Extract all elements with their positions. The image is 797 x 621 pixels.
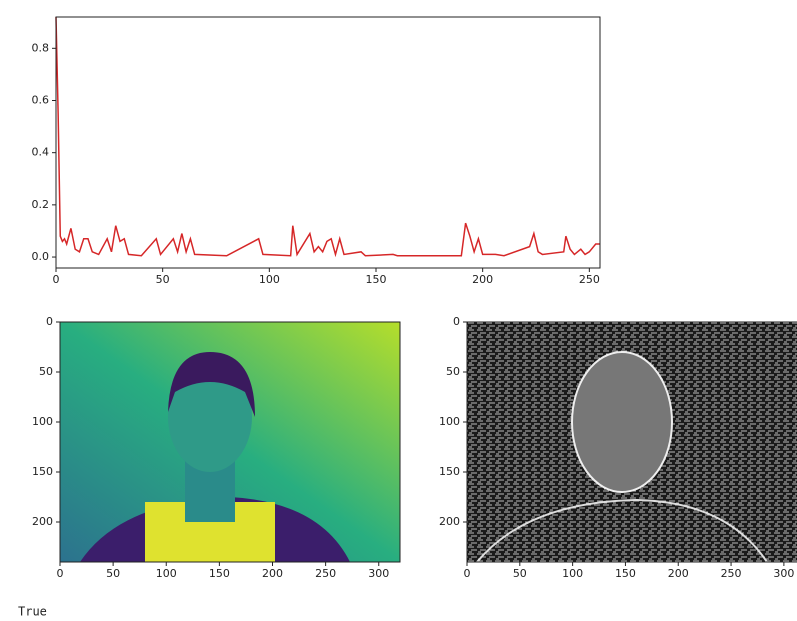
- y-tick-label: 50: [446, 365, 460, 378]
- x-tick-label: 50: [156, 273, 170, 286]
- x-tick-label: 100: [156, 567, 177, 580]
- y-tick-label: 50: [39, 365, 53, 378]
- x-tick-label: 200: [472, 273, 493, 286]
- y-tick-label: 200: [32, 515, 53, 528]
- y-tick-label: 0: [453, 315, 460, 328]
- y-tick-label: 0.8: [32, 41, 50, 54]
- x-tick-label: 0: [53, 273, 60, 286]
- data-line: [56, 17, 600, 256]
- y-tick-label: 0.6: [32, 93, 50, 106]
- x-tick-label: 0: [464, 567, 471, 580]
- x-tick-label: 150: [615, 567, 636, 580]
- x-tick-label: 150: [366, 273, 387, 286]
- y-tick-label: 100: [439, 415, 460, 428]
- y-tick-label: 150: [439, 465, 460, 478]
- y-tick-label: 200: [439, 515, 460, 528]
- axes-frame: [56, 17, 600, 268]
- y-tick-label: 0: [46, 315, 53, 328]
- y-tick-label: 0.2: [32, 198, 50, 211]
- x-tick-label: 150: [209, 567, 230, 580]
- x-tick-label: 250: [315, 567, 336, 580]
- y-tick-label: 0.4: [32, 146, 50, 159]
- x-tick-label: 300: [773, 567, 794, 580]
- image-face: [572, 352, 672, 492]
- x-tick-label: 300: [368, 567, 389, 580]
- cell-output: True: [18, 605, 47, 619]
- notebook-output: True 0 50 100 150 200 250 0.0 0.2 0.4 0.6 0.8 0 50 10…: [0, 0, 797, 621]
- y-tick-label: 0.0: [32, 250, 50, 263]
- x-tick-label: 250: [721, 567, 742, 580]
- x-tick-label: 100: [562, 567, 583, 580]
- page: True 0 50 100 150 200 250 0.0 0.2 0.4 0.6 0.8 0 50 10…: [0, 0, 797, 621]
- x-tick-label: 200: [668, 567, 689, 580]
- y-tick-label: 100: [32, 415, 53, 428]
- x-tick-label: 200: [262, 567, 283, 580]
- x-tick-label: 250: [579, 273, 600, 286]
- x-tick-label: 0: [57, 567, 64, 580]
- x-tick-label: 100: [259, 273, 280, 286]
- x-tick-label: 50: [513, 567, 527, 580]
- y-tick-label: 150: [32, 465, 53, 478]
- x-tick-label: 50: [106, 567, 120, 580]
